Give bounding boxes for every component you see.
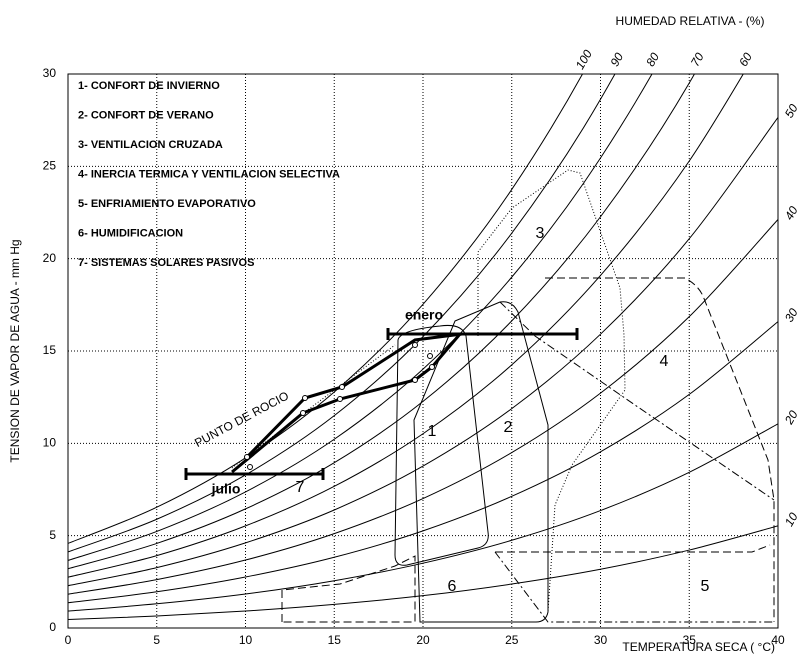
x-tick-label: 20	[416, 633, 430, 647]
legend-item: 4- INERCIA TERMICA Y VENTILACION SELECTI…	[78, 168, 340, 180]
annotation: 6	[448, 578, 457, 595]
zone-6	[281, 555, 416, 623]
x-tick-label: 30	[594, 633, 608, 647]
rh-curve	[68, 117, 778, 587]
x-tick-label: 15	[328, 633, 342, 647]
julio-bar	[184, 468, 325, 480]
rh-label: 10	[782, 510, 801, 529]
zone-5	[495, 544, 771, 553]
vertex-dots	[244, 342, 435, 470]
rh-label: 80	[643, 50, 662, 69]
annotation: enero	[405, 307, 443, 323]
lower-line	[231, 333, 462, 474]
rh-curve	[68, 423, 778, 612]
zone-4	[499, 301, 775, 501]
y-tick-label: 5	[49, 528, 56, 542]
x-tick-label: 35	[683, 633, 697, 647]
rh-label: 20	[781, 408, 800, 428]
y-tick-label: 20	[43, 251, 57, 265]
y-tick-label: 30	[43, 66, 57, 80]
enero-bar	[386, 328, 579, 340]
rh-label: 40	[782, 204, 801, 223]
annotation: PUNTO DE ROCIO	[192, 389, 291, 450]
chart-title: HUMEDAD RELATIVA - (%)	[616, 14, 765, 28]
rh-label: 70	[688, 50, 707, 69]
y-tick-label: 25	[43, 159, 57, 173]
legend-item: 3- VENTILACION CRUZADA	[78, 139, 223, 151]
y-axis-label: TENSION DE VAPOR DE AGUA - mm Hg	[8, 239, 22, 462]
x-tick-label: 5	[153, 633, 160, 647]
y-tick-label: 15	[43, 343, 57, 357]
zone-1	[394, 325, 489, 566]
legend-item: 7- SISTEMAS SOLARES PASIVOS	[78, 257, 254, 269]
rh-curve	[68, 219, 778, 595]
rh-label: 90	[607, 50, 626, 69]
rh-curve	[68, 74, 616, 553]
annotation: 2	[504, 419, 513, 436]
legend-item: 1- CONFORT DE INVIERNO	[78, 80, 220, 92]
zone-2	[413, 301, 549, 623]
annotation: julio	[211, 481, 241, 497]
rh-label: 30	[782, 306, 801, 325]
annotation: 4	[660, 353, 669, 370]
x-tick-label: 40	[771, 633, 785, 647]
x-axis-label: TEMPERATURA SECA ( °C)	[622, 640, 775, 654]
legend-item: 5- ENFRIAMIENTO EVAPORATIVO	[78, 198, 256, 210]
annotation: 5	[701, 578, 710, 595]
x-tick-label: 10	[239, 633, 253, 647]
x-tick-label: 25	[505, 633, 519, 647]
annotation: 7	[296, 479, 305, 496]
x-tick-label: 0	[65, 633, 72, 647]
month-lines	[184, 328, 579, 480]
annotation: 3	[536, 225, 545, 242]
legend-item: 6- HUMIDIFICACION	[78, 227, 183, 239]
rh-label: 60	[736, 50, 755, 69]
zone-4b	[545, 277, 775, 622]
y-tick-label: 10	[43, 436, 57, 450]
annotation: 1	[428, 423, 437, 440]
zones	[231, 169, 775, 623]
grid	[67, 73, 779, 629]
rh-label: 50	[782, 101, 801, 120]
rh-curve	[68, 74, 744, 578]
rh-curve	[68, 74, 696, 570]
y-tick-label: 0	[49, 620, 56, 634]
rh-curve	[68, 74, 584, 544]
zone-5b	[494, 551, 774, 623]
rh-curve	[68, 525, 778, 621]
rh-curve	[68, 321, 778, 604]
rh-label: 100	[573, 47, 595, 72]
legend-item: 2- CONFORT DE VERANO	[78, 109, 214, 121]
zone-3	[477, 169, 626, 613]
